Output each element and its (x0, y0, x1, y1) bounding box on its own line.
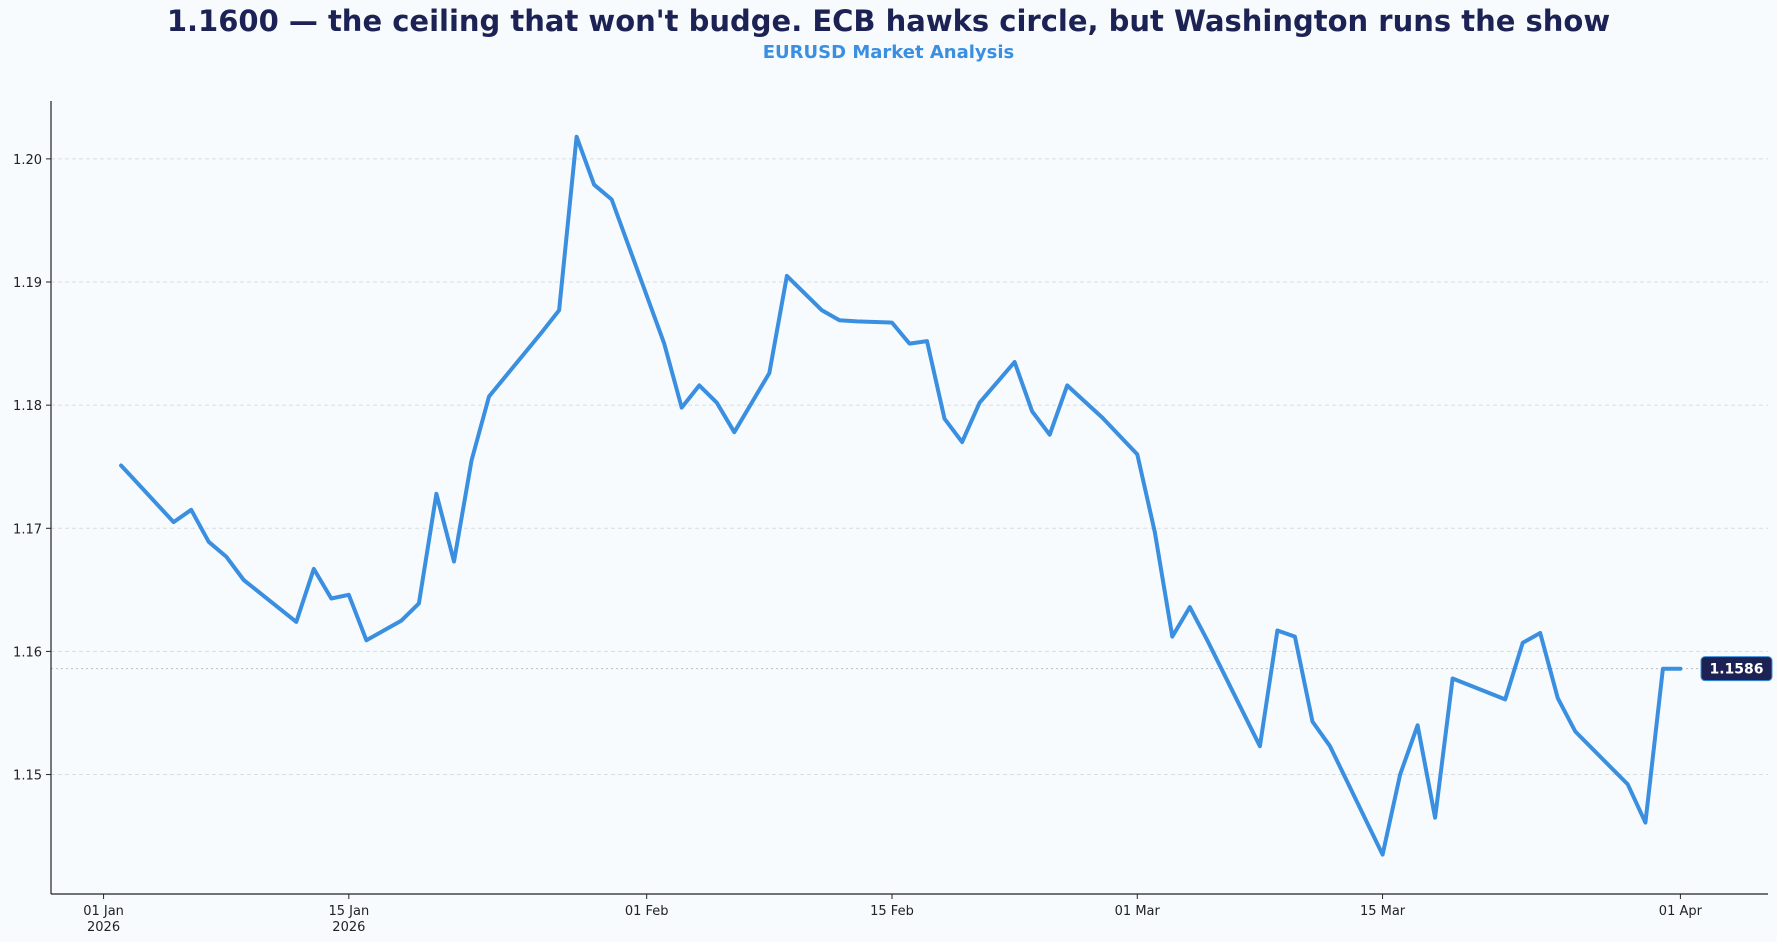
y-tick-label: 1.17 (13, 522, 42, 537)
x-tick-label: 01 Apr (1659, 904, 1703, 919)
x-tick-label: 15 Feb (870, 904, 914, 919)
x-tick-label: 01 Jan (83, 904, 124, 919)
series-line-eurusd (119, 134, 1683, 857)
x-tick-sublabel: 2026 (332, 920, 365, 935)
y-tick-label: 1.20 (13, 153, 42, 168)
y-tick-label: 1.15 (13, 769, 42, 784)
chart-subtitle: EURUSD Market Analysis (762, 42, 1015, 63)
last-value-badge-label: 1.1586 (1709, 662, 1763, 678)
x-tick-sublabel: 2026 (87, 920, 120, 935)
grid-lines (51, 158, 1768, 776)
last-value-badge-box (1700, 656, 1773, 682)
x-tick-label: 15 Mar (1360, 904, 1406, 919)
y-tick-label: 1.18 (13, 399, 42, 414)
y-tick-label: 1.16 (13, 645, 42, 660)
last-value-badge: 1.1586 (1700, 656, 1773, 682)
x-tick-label: 01 Feb (625, 904, 669, 919)
y-tick-label: 1.19 (13, 276, 42, 291)
x-tick-label: 01 Mar (1115, 904, 1161, 919)
x-tick-label: 15 Jan (328, 904, 369, 919)
chart-title: 1.1600 — the ceiling that won't budge. E… (166, 4, 1611, 38)
series-layer (119, 134, 1683, 857)
